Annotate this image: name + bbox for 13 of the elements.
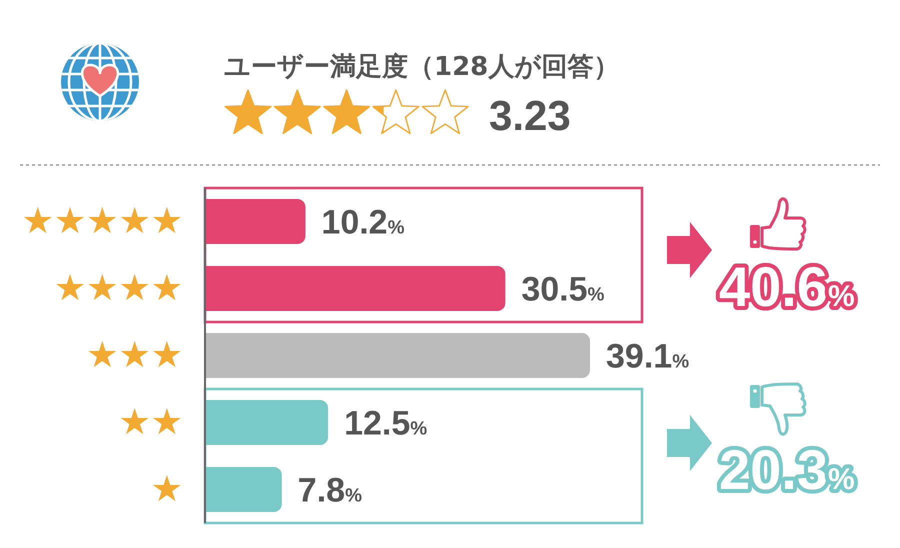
chart-title: ユーザー満足度（128人が回答） — [224, 52, 620, 82]
data-label: 30.5% — [521, 270, 605, 308]
y-tick-label: ★★★★ — [54, 268, 183, 310]
data-label: 12.5% — [344, 404, 428, 442]
data-label: 10.2% — [321, 204, 405, 242]
y-tick-label: ★★ — [118, 402, 183, 444]
chart-subtitle: 3.23 — [489, 92, 571, 139]
y-tick-label: ★ — [150, 469, 183, 510]
data-label: 7.8% — [298, 472, 362, 510]
y-tick-label: ★★★ — [86, 335, 183, 376]
data-label: 39.1% — [606, 338, 690, 376]
bar — [205, 333, 590, 378]
y-tick-label: ★★★★★ — [22, 201, 183, 242]
